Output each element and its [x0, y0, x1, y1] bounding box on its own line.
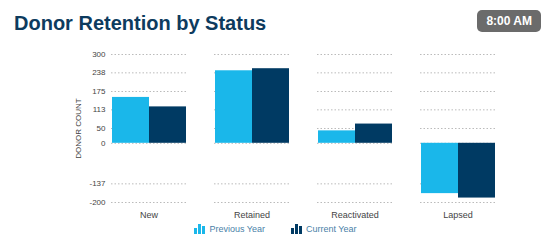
html-text:Previous Year: Previous Year: [209, 224, 265, 234]
svg-text:-200: -200: [89, 198, 106, 207]
svg-text:50: 50: [97, 124, 106, 133]
svg-text:DONOR COUNT: DONOR COUNT: [74, 98, 83, 159]
svg-text:300: 300: [92, 50, 106, 59]
html-text:Donor Retention by Status: Donor Retention by Status: [14, 12, 267, 34]
svg-text:Lapsed: Lapsed: [443, 210, 473, 220]
svg-text:175: 175: [92, 87, 106, 96]
svg-text:New: New: [140, 210, 159, 220]
svg-text:113: 113: [93, 105, 106, 114]
svg-text:Reactivated: Reactivated: [331, 210, 379, 220]
svg-text:0: 0: [101, 139, 106, 148]
html-text:8:00 AM: 8:00 AM: [486, 14, 532, 28]
svg-text:-137: -137: [89, 179, 106, 188]
svg-text:238: 238: [92, 68, 106, 77]
html-text:Current Year: Current Year: [306, 224, 357, 234]
svg-text:Retained: Retained: [234, 210, 270, 220]
